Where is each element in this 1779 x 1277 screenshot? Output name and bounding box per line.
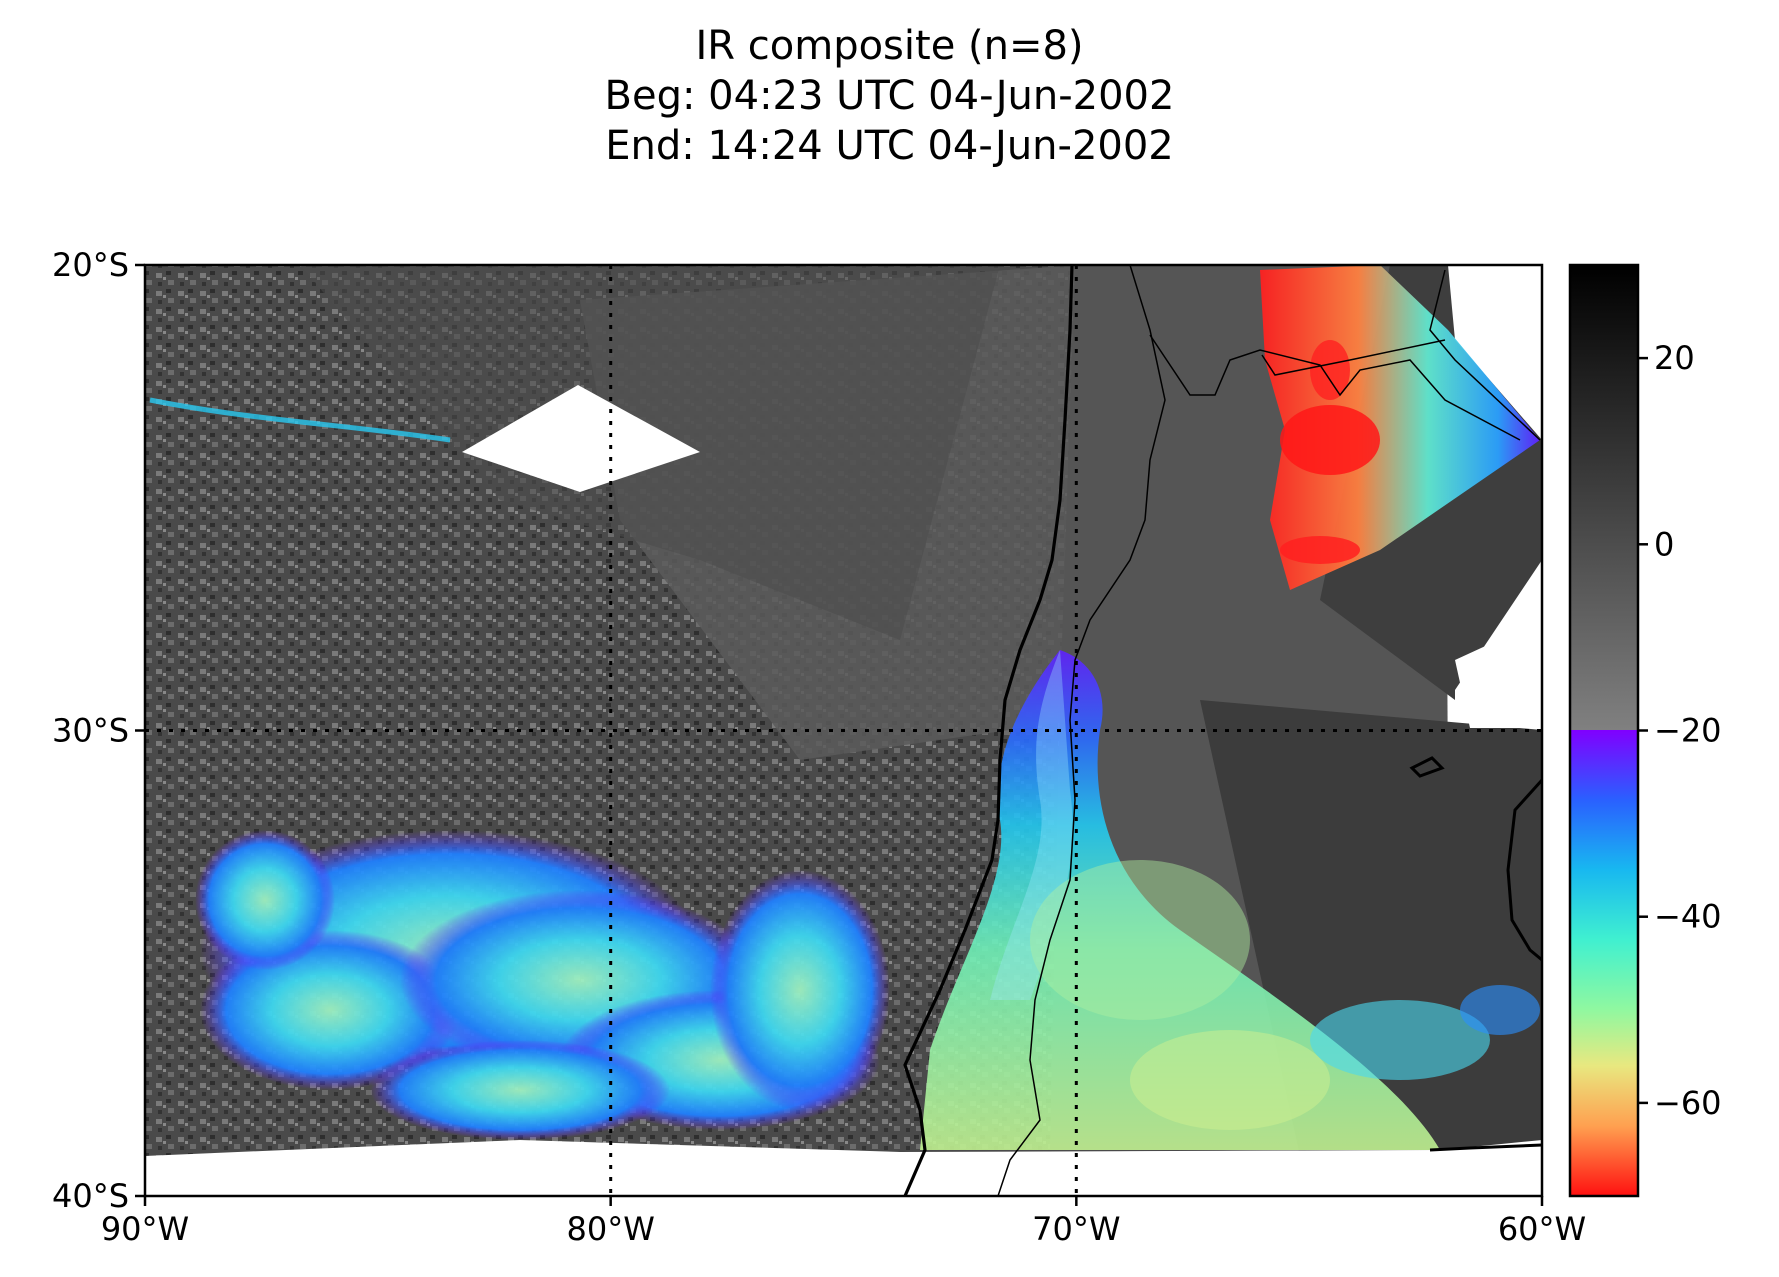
lon-tick-label: 90°W [101, 1210, 189, 1248]
chile-coastline [903, 265, 1074, 1196]
latitude-ticks: 20°S 30°S 40°S [52, 246, 145, 1215]
map-title-line3: End: 14:24 UTC 04-Jun-2002 [605, 123, 1174, 169]
lon-tick-label: 60°W [1498, 1210, 1586, 1248]
colorbar-warm-segment [1570, 265, 1638, 730]
data-gap-south [145, 1140, 1542, 1196]
colorbar-tick-label: 20 [1654, 339, 1695, 377]
lat-tick-label: 20°S [52, 246, 129, 284]
gridlines [145, 265, 1542, 1196]
lon-tick-label: 70°W [1032, 1210, 1120, 1248]
data-gap-east [1448, 265, 1542, 440]
data-gap-diamond [462, 385, 700, 492]
lon-tick-label: 80°W [566, 1210, 654, 1248]
southeast-coast [1506, 778, 1542, 962]
colorbar-tick-label: −60 [1654, 1084, 1722, 1122]
south-cloud-band [195, 830, 890, 1140]
longitude-ticks: 90°W 80°W 70°W 60°W [101, 1196, 1586, 1248]
colorbar-tick-label: 0 [1654, 525, 1674, 563]
coastlines [903, 265, 1542, 1196]
ir-composite-imagery [145, 265, 1542, 1196]
colorbar-ticks: 20 0 −20 −40 −60 [1638, 339, 1722, 1122]
map-title-line1: IR composite (n=8) [695, 23, 1084, 69]
map-title-line2: Beg: 04:23 UTC 04-Jun-2002 [604, 73, 1175, 119]
bolivia-border [1149, 334, 1521, 441]
colorbar: 20 0 −20 −40 −60 [1568, 263, 1722, 1198]
andes-border [997, 265, 1166, 1196]
colorbar-tick-label: −20 [1654, 712, 1722, 750]
colorbar-tick-label: −40 [1654, 898, 1722, 936]
lat-tick-label: 30°S [52, 712, 129, 750]
frontal-band [920, 650, 1440, 1150]
colorbar-cold-segment [1570, 730, 1638, 1196]
lat-tick-label: 40°S [52, 1177, 129, 1215]
